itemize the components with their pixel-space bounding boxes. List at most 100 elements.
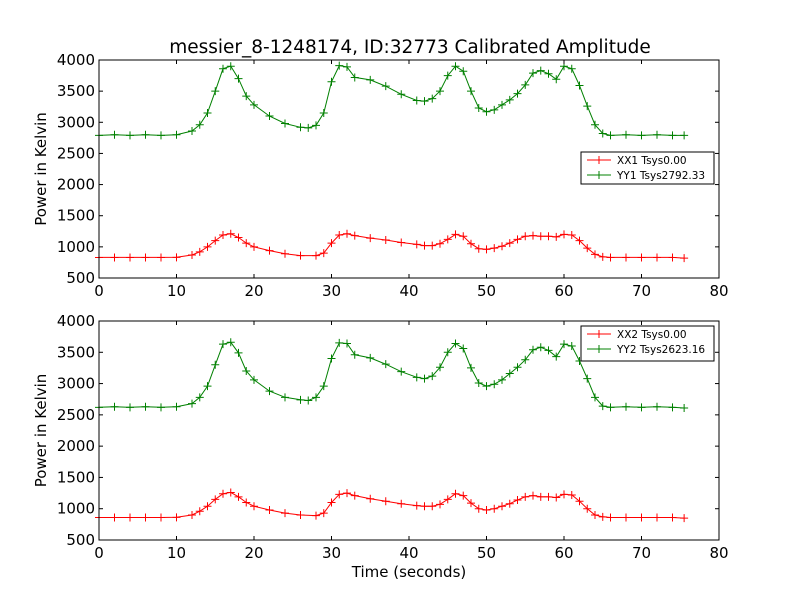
data-point — [343, 62, 351, 71]
data-point — [668, 131, 677, 140]
data-point — [467, 499, 475, 508]
x-tick-label: 20 — [244, 544, 263, 562]
data-point — [637, 253, 646, 262]
data-point — [219, 231, 227, 240]
data-point — [498, 375, 506, 384]
data-point — [474, 244, 483, 253]
y-axis-label: Power in Kelvin — [32, 374, 50, 488]
data-point — [536, 343, 545, 352]
y-tick-label: 2000 — [57, 437, 95, 455]
data-point — [560, 230, 568, 239]
x-tick-label: 10 — [167, 282, 186, 300]
data-point — [575, 497, 584, 506]
data-point — [226, 62, 235, 71]
data-point — [443, 71, 452, 80]
data-point — [428, 502, 437, 511]
x-tick-label: 20 — [244, 282, 263, 300]
data-point — [327, 354, 336, 363]
data-point — [188, 399, 196, 408]
data-point — [203, 242, 212, 251]
data-point — [583, 504, 592, 513]
data-point — [312, 121, 320, 130]
data-point — [420, 97, 429, 106]
data-point — [498, 242, 506, 251]
data-point — [498, 100, 506, 109]
data-point — [583, 374, 592, 383]
data-point — [250, 100, 258, 109]
data-point — [312, 511, 320, 520]
x-tick-label: 80 — [709, 544, 728, 562]
data-point — [366, 494, 375, 503]
data-point — [680, 131, 689, 140]
data-point — [234, 233, 243, 242]
data-point — [436, 239, 444, 248]
data-point — [536, 492, 545, 501]
data-point — [211, 360, 220, 369]
legend-marker — [595, 156, 603, 164]
x-tick-label: 70 — [632, 544, 651, 562]
data-point — [335, 231, 344, 240]
data-point — [412, 501, 421, 510]
data-point — [482, 382, 491, 391]
x-tick-label: 40 — [399, 544, 418, 562]
data-point — [397, 499, 406, 508]
data-point — [157, 403, 165, 412]
data-point — [467, 87, 475, 96]
data-point — [637, 513, 646, 522]
data-point — [110, 513, 119, 522]
data-point — [436, 363, 444, 372]
data-point — [451, 339, 460, 348]
data-point — [583, 102, 592, 111]
data-point — [552, 232, 561, 241]
data-point — [412, 96, 421, 105]
legend: XX2 Tsys0.00 YY2 Tsys2623.16 — [580, 325, 715, 362]
data-point — [521, 232, 530, 241]
data-point — [653, 513, 661, 522]
data-point — [141, 130, 150, 139]
data-point — [513, 89, 522, 98]
data-point — [505, 369, 514, 378]
data-point — [552, 352, 561, 361]
data-point — [126, 131, 134, 140]
data-point — [591, 250, 599, 259]
data-point — [544, 232, 553, 241]
data-point — [250, 375, 258, 384]
data-point — [490, 244, 499, 253]
x-tick-label: 10 — [167, 544, 186, 562]
data-point — [560, 490, 568, 499]
data-point — [312, 393, 320, 402]
x-tick-label: 40 — [399, 282, 418, 300]
data-point — [505, 499, 514, 508]
data-point — [598, 512, 607, 521]
data-point — [474, 504, 483, 513]
data-point — [327, 77, 336, 86]
data-point — [366, 75, 375, 84]
data-point — [219, 340, 227, 349]
data-point — [443, 348, 452, 357]
data-point — [381, 236, 390, 245]
y-tick-label: 3500 — [57, 343, 95, 361]
data-point — [319, 108, 328, 117]
data-point — [265, 387, 274, 396]
data-point — [281, 119, 289, 128]
x-tick-label: 60 — [554, 544, 573, 562]
data-point — [521, 80, 530, 89]
y-tick-label: 2500 — [57, 144, 95, 162]
data-point — [567, 342, 576, 351]
data-point — [622, 402, 630, 411]
data-point — [591, 393, 599, 402]
x-tick-label: 30 — [322, 282, 341, 300]
legend-marker — [595, 330, 603, 338]
data-point — [591, 120, 599, 129]
data-point — [219, 64, 227, 73]
data-point — [668, 253, 677, 262]
data-point — [381, 497, 390, 506]
data-point — [567, 490, 576, 499]
data-point — [304, 123, 313, 132]
data-point — [606, 253, 615, 262]
bottom-subplot: 0 10 20 30 40 50 60 70 80 500 1000 1500 2000 2500 3000… — [32, 312, 729, 581]
data-point — [575, 236, 584, 245]
data-point — [521, 355, 530, 364]
data-point — [680, 514, 689, 523]
